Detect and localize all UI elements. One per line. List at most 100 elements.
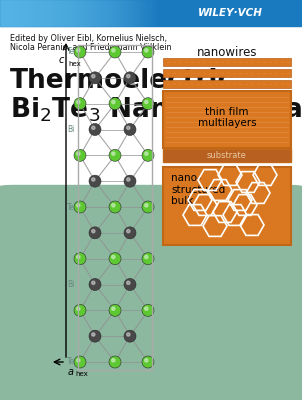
Circle shape [112,204,115,207]
Bar [52,0,53,26]
Bar [127,0,128,26]
Bar [136,0,137,26]
Text: Te: Te [67,358,75,366]
Bar [41,0,42,26]
Text: Bi: Bi [68,125,75,134]
Circle shape [145,152,148,155]
Bar [39,0,40,26]
Bar [13,0,14,26]
Circle shape [109,253,121,265]
Circle shape [89,330,101,342]
Bar [101,0,102,26]
Bar [137,0,138,26]
Circle shape [74,304,86,316]
Circle shape [92,230,95,233]
Bar [73,0,74,26]
Bar [90,0,91,26]
Bar [112,0,113,26]
Bar [93,0,94,26]
Circle shape [142,304,154,316]
Bar [48,0,49,26]
Bar [100,0,101,26]
Text: Thermoelectric: Thermoelectric [10,68,234,94]
Bar [74,0,75,26]
Bar [142,0,143,26]
Circle shape [124,124,136,136]
Bar [153,0,154,26]
Bar [69,0,70,26]
Bar [40,0,41,26]
Circle shape [112,49,115,52]
Text: hex: hex [68,61,81,67]
Bar [11,0,12,26]
Circle shape [124,175,136,187]
Text: substrate: substrate [207,151,247,160]
Bar [77,0,78,26]
Text: hex: hex [75,371,88,377]
Circle shape [124,227,136,239]
Circle shape [112,152,115,155]
Bar [45,0,46,26]
Circle shape [92,333,95,336]
Bar [134,0,135,26]
Bar [126,0,127,26]
Bar [149,0,150,26]
Bar [132,0,133,26]
Bar [43,0,44,26]
Text: Nicola Peranio, and Friedemann Völklein: Nicola Peranio, and Friedemann Völklein [10,43,172,52]
Circle shape [127,333,130,336]
Bar [120,0,121,26]
Bar [119,0,120,26]
Bar [54,0,55,26]
Bar [156,0,157,26]
Circle shape [89,227,101,239]
Bar [141,0,142,26]
Circle shape [92,126,95,130]
Circle shape [124,278,136,290]
Circle shape [89,72,101,84]
Bar [33,0,34,26]
Bar [32,0,33,26]
Text: nanowires: nanowires [197,46,257,58]
Bar [58,0,59,26]
Bar [50,0,51,26]
Bar [163,167,291,245]
Bar [133,0,134,26]
Bar [125,0,126,26]
Bar [47,0,48,26]
Circle shape [77,100,80,104]
Bar [154,0,155,26]
Bar [16,0,17,26]
Circle shape [142,253,154,265]
Bar [59,0,60,26]
Bar [83,0,84,26]
Bar [61,0,62,26]
Circle shape [145,49,148,52]
Bar [128,0,129,26]
Bar [105,0,106,26]
Bar [102,0,103,26]
Polygon shape [0,0,302,185]
Bar [0,0,1,26]
Bar [29,0,30,26]
Bar [6,0,7,26]
Bar [20,0,21,26]
Circle shape [74,98,86,110]
Circle shape [124,72,136,84]
Bar [78,45,152,370]
Bar [89,0,90,26]
Circle shape [109,98,121,110]
Bar [159,0,160,26]
Bar [38,0,39,26]
Bar [3,0,4,26]
Text: Te: Te [67,202,75,212]
Circle shape [92,281,95,284]
Bar [139,0,140,26]
Bar [131,0,132,26]
Text: Edited by Oliver Eibl, Kornelius Nielsch,: Edited by Oliver Eibl, Kornelius Nielsch… [10,34,167,43]
Bar [14,0,15,26]
Bar [22,0,23,26]
Bar [51,0,52,26]
Bar [163,58,291,66]
Bar [80,0,81,26]
